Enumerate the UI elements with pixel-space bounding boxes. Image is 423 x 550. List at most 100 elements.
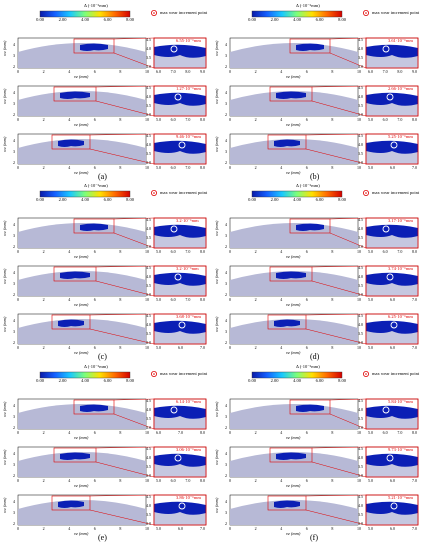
zoom-x-tick: 7.0 [397, 249, 403, 254]
main-x-tick: 4 [68, 165, 71, 170]
zoom-x-tick: 7.0 [185, 297, 191, 302]
legend-marker-icon [150, 371, 157, 377]
row-plot-3 [229, 494, 419, 526]
zoom-x-tick: 6.0 [390, 345, 395, 350]
main-x-tick: 2 [42, 69, 45, 74]
zoom-box [269, 266, 313, 282]
main-x-tick: 6 [93, 249, 96, 254]
colorbar-tick: 4.00 [293, 17, 301, 22]
zoom-y-tick: 3.0 [358, 160, 363, 165]
panel-label: (a) [98, 172, 107, 181]
colorbar [39, 10, 131, 18]
main-y-tick: 2 [13, 160, 15, 165]
main-y-tick: 2 [225, 292, 227, 297]
y-axis-label: wz (mm) [2, 40, 7, 56]
row-plot-1 [229, 398, 419, 430]
zoom-box [267, 314, 307, 330]
zoom-x-tick: 8.0 [200, 430, 205, 435]
main-y-tick: 3 [13, 329, 15, 334]
main-x-tick: 10 [145, 526, 149, 531]
colorbar-tick: 4.00 [81, 378, 89, 383]
main-x-tick: 0 [229, 117, 231, 122]
main-y-tick: 4 [225, 138, 227, 143]
main-y-tick: 2 [13, 64, 15, 69]
zoom-y-tick: 3.5 [358, 103, 363, 108]
y-axis-label: wz (mm) [2, 136, 7, 152]
main-x-tick: 4 [280, 69, 283, 74]
main-x-tick: 6 [305, 345, 308, 350]
row-plot-2 [17, 446, 207, 478]
main-x-tick: 10 [145, 249, 149, 254]
main-y-tick: 2 [13, 292, 15, 297]
main-x-tick: 2 [254, 345, 257, 350]
zoom-y-tick: 4.0 [358, 46, 363, 51]
main-x-tick: 2 [254, 249, 257, 254]
workpiece-surface [18, 271, 146, 296]
main-x-tick: 0 [17, 117, 19, 122]
colorbar-tick: 4.00 [293, 197, 301, 202]
zoom-x-tick: 5.0 [368, 117, 373, 122]
main-x-tick: 6 [93, 297, 96, 302]
zoom-x-tick: 5.0 [156, 297, 161, 302]
main-y-tick: 3 [225, 281, 227, 286]
colorbar-tick: 8.00 [126, 197, 134, 202]
legend-marker-icon [150, 190, 157, 196]
main-x-tick: 10 [357, 249, 361, 254]
main-x-tick: 8 [119, 117, 122, 122]
legend-label: max wear increment point [372, 371, 420, 376]
row-plot-1 [17, 37, 207, 69]
zoom-y-tick: 4.5 [146, 217, 151, 222]
workpiece-surface [18, 500, 146, 525]
main-x-tick: 0 [229, 165, 231, 170]
main-x-tick: 4 [68, 69, 71, 74]
colorbar-title: Δ (·10⁻⁶mm) [84, 183, 108, 188]
zoom-y-tick: 4.5 [146, 37, 151, 42]
x-axis-label: vz (mm) [74, 170, 89, 175]
zoom-y-tick: 4.0 [146, 322, 151, 327]
main-x-tick: 10 [145, 430, 149, 435]
zoom-wear-region [154, 405, 206, 419]
legend-label: max wear increment point [160, 190, 208, 195]
main-y-tick: 4 [225, 90, 227, 95]
y-axis-label: wz (mm) [214, 449, 219, 465]
main-x-tick: 6 [93, 165, 96, 170]
main-x-tick: 8 [331, 478, 334, 483]
x-axis-label: vz (mm) [74, 350, 89, 355]
main-x-tick: 2 [42, 249, 45, 254]
zoom-box [269, 447, 313, 463]
zoom-x-tick: 6.0 [156, 430, 161, 435]
max-wear-point-icon [170, 406, 178, 414]
main-x-tick: 4 [68, 430, 71, 435]
x-axis-label: vz (mm) [286, 302, 301, 307]
zoom-y-tick: 3.5 [146, 512, 151, 517]
x-axis-label: vz (mm) [74, 435, 89, 440]
colorbar-tick: 2.00 [58, 378, 67, 383]
row-plot-1 [229, 37, 419, 69]
zoom-y-tick: 3.0 [358, 425, 363, 430]
main-x-tick: 4 [280, 117, 283, 122]
workpiece-surface [230, 139, 358, 164]
y-axis-label: wz (mm) [2, 88, 7, 104]
main-x-tick: 10 [357, 430, 361, 435]
colorbar-tick: 6.00 [103, 197, 112, 202]
main-x-tick: 8 [119, 345, 122, 350]
max-wear-point-icon [382, 45, 390, 53]
zoom-x-tick: 6.0 [390, 297, 395, 302]
zoom-y-tick: 3.5 [146, 416, 151, 421]
main-y-tick: 3 [13, 149, 15, 154]
zoom-y-tick: 3.5 [146, 235, 151, 240]
panel-f: Δ (·10⁻⁶mm) 0.00 2.00 4.00 6.00 8.00 max wear … [214, 364, 422, 545]
zoom-wear-region [154, 44, 206, 58]
zoom-x-tick: 7.0 [412, 526, 417, 531]
zoom-x-tick: 5.0 [156, 249, 161, 254]
main-y-tick: 3 [13, 414, 15, 419]
colorbar-tick: 8.00 [338, 197, 346, 202]
zoom-x-tick: 7.0 [185, 249, 191, 254]
zoom-y-tick: 4.0 [358, 94, 363, 99]
zoom-x-tick: 8.0 [397, 69, 403, 74]
y-axis-label: wz (mm) [2, 316, 7, 332]
max-wear-annotation: 3.2·10⁻⁶mm [176, 218, 199, 223]
x-axis-label: vz (mm) [286, 170, 301, 175]
main-x-tick: 10 [357, 478, 361, 483]
main-x-tick: 2 [42, 526, 45, 531]
